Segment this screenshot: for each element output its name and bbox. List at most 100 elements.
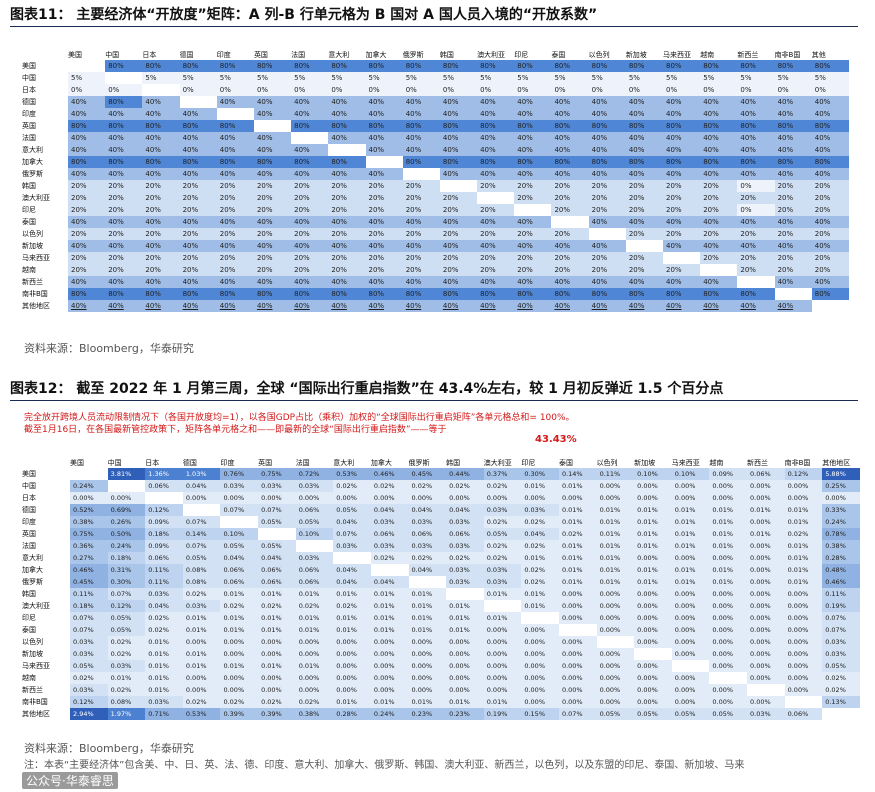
matrix-cell: 40% (663, 168, 701, 180)
matrix-cell: 0.01% (145, 636, 183, 648)
matrix-cell: 80% (68, 120, 106, 132)
row-header: 新西兰 (22, 278, 43, 286)
matrix-cell: 0% (774, 84, 812, 96)
matrix-cell: 80% (291, 156, 329, 168)
matrix-cell: 0.00% (558, 600, 597, 612)
matrix-cell: 40% (588, 144, 626, 156)
matrix-cell: 20% (291, 252, 329, 264)
matrix-cell: 20% (365, 252, 403, 264)
matrix-cell: 0.05% (671, 708, 710, 720)
matrix-cell: 0.00% (295, 636, 334, 648)
matrix-cell: 20% (68, 252, 106, 264)
matrix-cell (811, 300, 849, 312)
matrix-cell: 20% (737, 252, 775, 264)
matrix-cell: 0% (737, 180, 775, 192)
row-header: 法国 (22, 134, 36, 142)
matrix-cell: 0.45% (70, 576, 108, 588)
matrix-cell: 0.31% (107, 564, 146, 576)
column-header: 英国 (253, 51, 268, 59)
matrix-cell: 0.00% (671, 492, 710, 504)
matrix-cell: 0.09% (709, 468, 747, 480)
matrix-cell: 40% (68, 144, 106, 156)
matrix-cell: 5% (68, 72, 106, 84)
column-header: 印度 (216, 51, 231, 59)
matrix-cell: 0.00% (822, 492, 860, 504)
row-header: 意大利 (22, 554, 43, 562)
matrix-cell: 20% (216, 264, 254, 276)
matrix-cell: 20% (663, 264, 701, 276)
matrix-cell: 0.00% (747, 480, 785, 492)
matrix-cell: 0.01% (295, 612, 334, 624)
matrix-cell: 0.50% (107, 528, 146, 540)
matrix-cell: 0.00% (446, 672, 484, 684)
column-header: 南非B国 (784, 459, 811, 467)
matrix-cell: 40% (588, 96, 626, 108)
matrix-cell: 80% (253, 288, 292, 300)
matrix-cell: 0.01% (370, 696, 409, 708)
column-header: 泰国 (558, 459, 573, 467)
column-header: 俄罗斯 (408, 459, 430, 467)
matrix-cell: 40% (663, 216, 701, 228)
matrix-cell (365, 156, 403, 168)
matrix-cell: 0.44% (446, 468, 484, 480)
matrix-cell: 0.07% (107, 588, 146, 600)
column-header: 中国 (105, 51, 120, 59)
matrix-cell: 0.07% (822, 612, 860, 624)
matrix-cell: 40% (105, 240, 143, 252)
matrix-cell: 40% (291, 144, 329, 156)
matrix-cell: 80% (105, 60, 143, 72)
matrix-cell: 0.00% (634, 492, 672, 504)
matrix-cell: 0.38% (295, 708, 334, 720)
matrix-cell: 40% (142, 144, 180, 156)
matrix-cell: 0.02% (220, 600, 259, 612)
matrix-cell: 0.00% (370, 492, 409, 504)
matrix-cell: 80% (142, 288, 180, 300)
figure12-notes: 完全放开跨境人员流动限制情况下（各国开放度均=1），以各国GDP占比（乘积）加权… (24, 412, 864, 436)
matrix-cell: 40% (737, 240, 775, 252)
matrix-cell: 80% (700, 156, 738, 168)
matrix-cell: 0.24% (370, 708, 409, 720)
matrix-cell: 40% (811, 216, 849, 228)
matrix-cell: 0.01% (145, 660, 183, 672)
matrix-cell: 0.05% (220, 540, 259, 552)
matrix-cell: 0.00% (747, 564, 785, 576)
matrix-cell: 0.01% (671, 528, 710, 540)
matrix-cell (439, 180, 478, 192)
matrix-cell: 0.02% (521, 564, 559, 576)
matrix-cell: 0.10% (671, 468, 710, 480)
matrix-cell: 20% (439, 252, 478, 264)
matrix-cell: 80% (439, 156, 478, 168)
matrix-cell: 0.00% (596, 588, 635, 600)
matrix-cell (105, 72, 143, 84)
matrix-cell: 20% (328, 180, 366, 192)
matrix-cell: 40% (105, 300, 143, 312)
matrix-cell: 0.01% (182, 648, 221, 660)
matrix-cell: 0% (588, 84, 626, 96)
column-header: 加拿大 (365, 51, 387, 59)
matrix-cell: 0.00% (671, 636, 710, 648)
matrix-cell: 0.00% (521, 648, 559, 660)
matrix-cell: 20% (142, 180, 180, 192)
matrix-cell: 0.00% (558, 636, 597, 648)
matrix-cell: 0.03% (370, 540, 409, 552)
matrix-cell: 40% (179, 216, 217, 228)
matrix-cell: 0.00% (333, 648, 371, 660)
row-header: 泰国 (22, 218, 36, 226)
matrix-cell: 5% (514, 72, 552, 84)
matrix-cell: 0.11% (822, 588, 860, 600)
matrix-cell: 40% (588, 108, 626, 120)
matrix-cell: 20% (179, 204, 217, 216)
matrix-cell: 0.00% (747, 588, 785, 600)
column-header: 其他地区 (822, 459, 851, 467)
matrix-cell: 20% (663, 192, 701, 204)
matrix-cell: 0.06% (295, 576, 334, 588)
matrix-cell: 0.01% (408, 600, 447, 612)
matrix-cell: 80% (291, 288, 329, 300)
table-row: 新加坡 40% 40% 40% 40% 40% 40% 40% 40% 40% 40% 40% 40% 4… (20, 240, 849, 252)
matrix-cell: 0.46% (370, 468, 409, 480)
matrix-cell: 20% (365, 228, 403, 240)
row-header: 印尼 (22, 206, 36, 214)
matrix-cell: 0.03% (446, 576, 484, 588)
matrix-cell: 0.02% (220, 696, 259, 708)
matrix-cell: 80% (514, 120, 552, 132)
